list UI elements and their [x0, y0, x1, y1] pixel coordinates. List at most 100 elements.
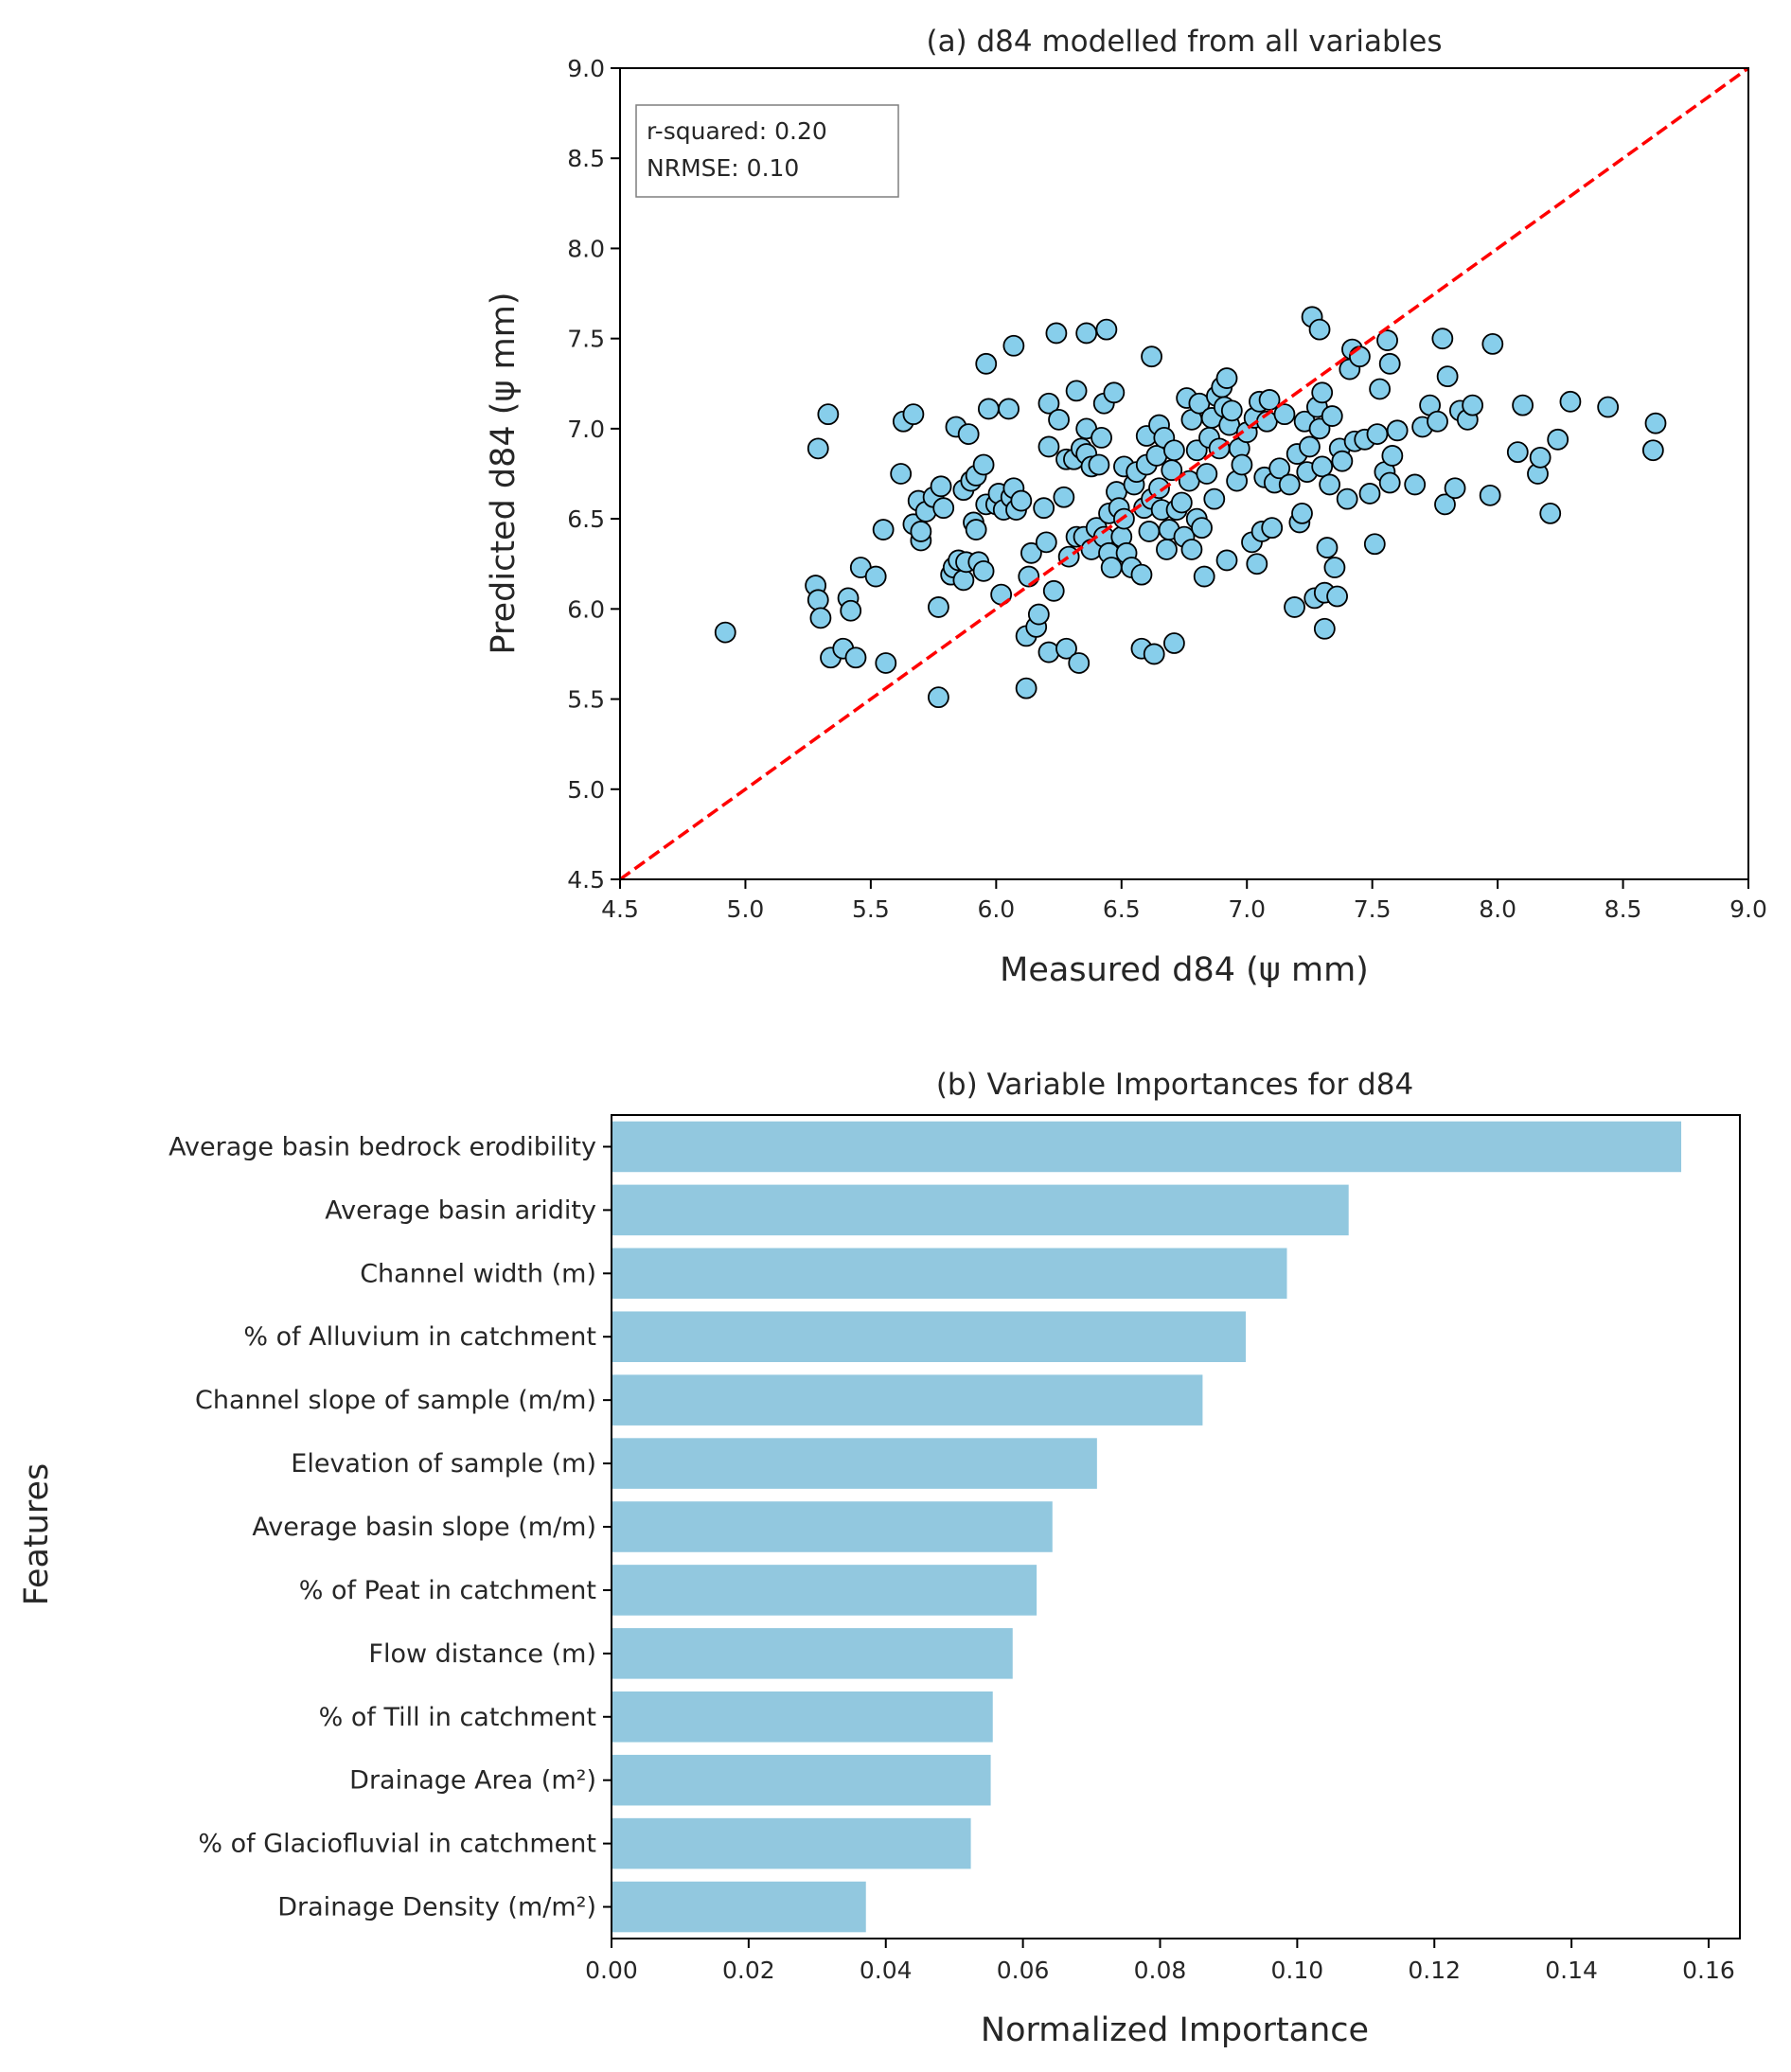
x-tick-label: 0.14	[1545, 1957, 1598, 1984]
importance-bar	[612, 1628, 1013, 1679]
x-tick-label: 4.5	[601, 895, 639, 923]
scatter-point	[1261, 517, 1284, 540]
scatter-point	[1268, 457, 1291, 480]
scatter-point	[1311, 455, 1334, 478]
scatter-point	[1088, 453, 1110, 476]
scatter-point	[1644, 412, 1667, 434]
scatter-point	[1215, 367, 1238, 389]
importance-bar	[612, 1881, 866, 1933]
importance-bar	[612, 1691, 993, 1743]
category-label: % of Glaciofluvial in catchment	[198, 1830, 596, 1859]
scatter-point	[1015, 677, 1037, 700]
bar-panel: (b) Variable Importances for d84 Average…	[18, 1068, 1741, 2049]
scatter-point	[1163, 632, 1185, 654]
bars	[612, 1121, 1682, 1933]
scatter-point	[1037, 435, 1060, 458]
x-tick-label: 7.5	[1354, 895, 1392, 923]
importance-bar	[612, 1501, 1053, 1552]
importance-bar	[612, 1311, 1247, 1362]
category-label: % of Alluvium in catchment	[243, 1322, 596, 1352]
scatter-point	[807, 437, 829, 460]
x-tick-label: 5.5	[852, 895, 890, 923]
scatter-point	[1641, 439, 1664, 462]
scatter-point	[1020, 541, 1042, 564]
scatter-point	[1313, 617, 1336, 640]
y-tick-label: 5.0	[567, 776, 605, 804]
scatter-point	[1103, 381, 1126, 404]
scatter-point	[1321, 405, 1343, 427]
scatter-point	[1053, 486, 1075, 508]
scatter-point	[1193, 565, 1215, 588]
scatter-point	[1215, 549, 1238, 572]
y-tick-label: 6.0	[567, 595, 605, 623]
scatter-point	[809, 607, 832, 629]
scatter-point	[1258, 389, 1281, 411]
scatter-point	[1095, 318, 1118, 341]
x-tick-label: 0.12	[1408, 1957, 1461, 1984]
scatter-point	[1170, 491, 1193, 514]
scatter-point	[1358, 483, 1381, 505]
x-tick-label: 0.10	[1271, 1957, 1324, 1984]
scatter-point	[1048, 408, 1070, 431]
x-tick-label: 8.5	[1605, 895, 1642, 923]
x-tick-label: 0.06	[997, 1957, 1050, 1984]
x-tick-label: 6.0	[977, 895, 1015, 923]
y-tick-label: 7.5	[567, 326, 605, 353]
scatter-point	[957, 423, 980, 446]
scatter-point	[1138, 521, 1161, 542]
scatter-point	[1027, 603, 1050, 626]
scatter-point	[1323, 557, 1346, 578]
scatter-point	[1366, 423, 1389, 446]
scatter-point	[1316, 537, 1339, 558]
scatter-point	[910, 521, 932, 542]
scatter-point	[875, 652, 897, 674]
y-tick-label: 4.5	[567, 866, 605, 894]
scatter-y-ticks: 4.5 5.0 5.5 6.0 6.5 7.0 7.5 8.0 8.5 9.0	[567, 55, 620, 894]
bar-title: (b) Variable Importances for d84	[936, 1068, 1413, 1102]
scatter-point	[1506, 441, 1529, 464]
scatter-point	[1512, 394, 1534, 416]
scatter-point	[1336, 487, 1358, 510]
scatter-point	[1559, 390, 1582, 413]
x-tick-label: 0.02	[722, 1957, 775, 1984]
category-label: Elevation of sample (m)	[291, 1449, 596, 1479]
scatter-point	[1045, 322, 1068, 345]
scatter-point	[714, 621, 736, 644]
x-tick-label: 7.0	[1228, 895, 1266, 923]
scatter-x-axis-label: Measured d84 (ψ mm)	[1000, 951, 1369, 989]
x-tick-label: 0.08	[1134, 1957, 1187, 1984]
importance-bar	[612, 1184, 1349, 1236]
scatter-point	[977, 398, 1000, 420]
scatter-point	[1378, 352, 1401, 375]
y-tick-label: 9.0	[567, 55, 605, 82]
scatter-point	[1319, 473, 1341, 496]
importance-bar	[612, 1438, 1097, 1489]
scatter-panel: (a) d84 modelled from all variables 4.5 5…	[485, 25, 1767, 989]
scatter-point	[1326, 585, 1348, 608]
x-tick-label: 8.0	[1479, 895, 1516, 923]
scatter-point	[1369, 378, 1392, 400]
scatter-point	[1479, 484, 1501, 506]
scatter-point	[1163, 439, 1185, 462]
y-tick-label: 5.5	[567, 686, 605, 714]
importance-bar	[612, 1121, 1682, 1173]
scatter-point	[1291, 502, 1313, 524]
scatter-point	[817, 403, 840, 426]
scatter-point	[965, 519, 987, 540]
y-tick-label: 6.5	[567, 505, 605, 533]
category-label: Flow distance (m)	[368, 1639, 596, 1669]
category-label: Average basin aridity	[325, 1195, 596, 1225]
scatter-point	[1246, 553, 1268, 576]
category-label: Drainage Density (m/m²)	[277, 1893, 596, 1922]
scatter-point	[1481, 332, 1504, 355]
scatter-point	[952, 569, 975, 592]
category-label: Average basin bedrock erodibility	[168, 1132, 596, 1161]
scatter-point	[1273, 403, 1296, 426]
scatter-point	[1376, 329, 1398, 351]
scatter-point	[1148, 477, 1170, 500]
scatter-point	[872, 519, 895, 540]
nrmse-label: NRMSE: 0.10	[647, 154, 799, 182]
scatter-point	[890, 463, 913, 485]
scatter-point	[844, 646, 867, 669]
